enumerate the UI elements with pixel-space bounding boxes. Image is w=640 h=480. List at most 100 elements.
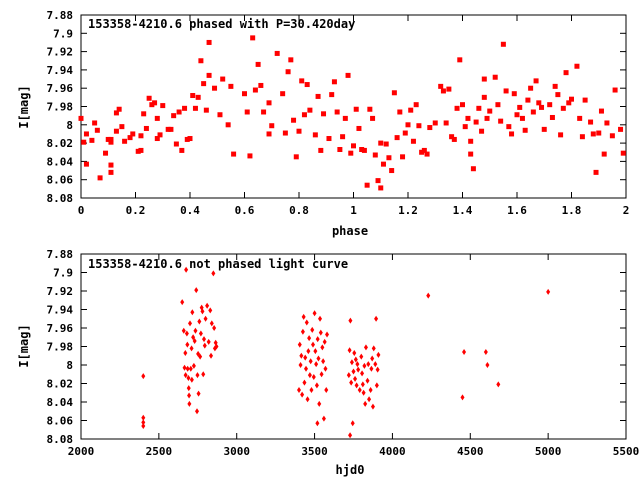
data-point (206, 39, 212, 45)
data-point (522, 127, 528, 133)
data-point (184, 330, 189, 337)
chart-title: 153358-4210.6 not phased light curve (88, 257, 348, 271)
data-point (184, 266, 189, 273)
data-point (484, 115, 490, 121)
data-point (108, 136, 114, 142)
y-tick-label: 8.06 (47, 415, 74, 428)
data-point (375, 178, 381, 184)
data-point (195, 94, 201, 100)
data-point (325, 331, 330, 338)
data-point (326, 136, 332, 142)
data-point (349, 379, 354, 386)
data-point (321, 415, 326, 422)
data-point (528, 85, 534, 91)
data-point (184, 136, 190, 142)
data-point (97, 175, 103, 181)
data-point (356, 125, 362, 131)
data-point (321, 111, 327, 117)
data-point (380, 161, 386, 167)
data-point (558, 132, 564, 138)
data-point (356, 366, 361, 373)
data-point (183, 372, 188, 379)
data-point (300, 391, 305, 398)
data-point (291, 117, 297, 123)
x-axis-label: phase (332, 224, 368, 238)
x-tick-label: 2500 (146, 445, 173, 458)
data-point (202, 336, 207, 343)
data-point (298, 362, 303, 368)
data-point (473, 119, 479, 125)
data-point (364, 182, 370, 188)
x-tick-label: 5500 (613, 445, 640, 458)
data-point (577, 115, 583, 121)
data-point (468, 138, 474, 144)
data-point (361, 389, 366, 396)
data-point (182, 105, 188, 111)
data-point (555, 92, 561, 98)
x-tick-label: 3000 (223, 445, 250, 458)
data-point (525, 97, 531, 103)
data-point (203, 107, 209, 113)
x-axis-ticks: 0 0.2 0.4 0.6 0.8 1 1.2 1.4 1.6 1.8 2 (78, 15, 630, 217)
data-point (424, 151, 430, 157)
data-point (189, 376, 194, 383)
data-points (141, 266, 551, 439)
data-point (400, 154, 406, 160)
data-point (176, 109, 182, 115)
data-point (297, 341, 302, 348)
data-point (195, 408, 200, 415)
data-point (503, 88, 509, 94)
data-point (189, 345, 194, 352)
data-point (481, 94, 487, 100)
y-tick-label: 8.04 (47, 155, 74, 168)
data-point (376, 351, 381, 358)
data-point (214, 343, 219, 350)
data-point (321, 358, 326, 365)
data-point (612, 87, 618, 93)
y-tick-label: 8.08 (47, 433, 74, 446)
x-tick-label: 0.2 (126, 204, 146, 217)
data-point (171, 113, 177, 119)
data-point (355, 361, 360, 368)
data-point (187, 136, 193, 142)
data-point (315, 336, 320, 343)
y-tick-label: 7.9 (53, 267, 73, 280)
data-point (135, 148, 141, 154)
data-point (305, 396, 310, 403)
data-point (549, 114, 555, 120)
data-point (103, 150, 109, 156)
data-point (609, 133, 615, 139)
data-point (432, 120, 438, 126)
data-point (316, 355, 321, 362)
data-point (192, 105, 198, 111)
data-point (309, 386, 314, 393)
data-point (194, 287, 199, 294)
y-tick-label: 7.98 (47, 341, 74, 354)
data-point (546, 288, 551, 295)
unphased-light-curve-chart: 2000 2500 3000 3500 4000 4500 5000 5500 7.88 7.9… (17, 248, 639, 477)
x-tick-label: 1.6 (507, 204, 527, 217)
y-tick-label: 7.94 (47, 64, 74, 77)
data-point (285, 69, 291, 75)
data-point (312, 132, 318, 138)
data-point (370, 403, 375, 410)
data-point (141, 419, 146, 426)
data-point (94, 127, 100, 133)
x-tick-label: 2 (623, 204, 630, 217)
data-point (485, 362, 490, 368)
data-point (143, 125, 149, 131)
data-point (182, 364, 187, 371)
data-point (449, 134, 455, 140)
data-point (440, 88, 446, 94)
y-tick-label: 7.92 (47, 46, 74, 59)
data-point (180, 299, 185, 306)
data-point (208, 307, 213, 314)
data-point (165, 126, 171, 132)
data-point (349, 359, 354, 366)
data-point (496, 381, 501, 388)
y-tick-label: 7.96 (47, 322, 74, 335)
data-point (366, 361, 371, 368)
data-point (371, 345, 376, 352)
data-point (228, 83, 234, 89)
data-point (206, 338, 211, 345)
